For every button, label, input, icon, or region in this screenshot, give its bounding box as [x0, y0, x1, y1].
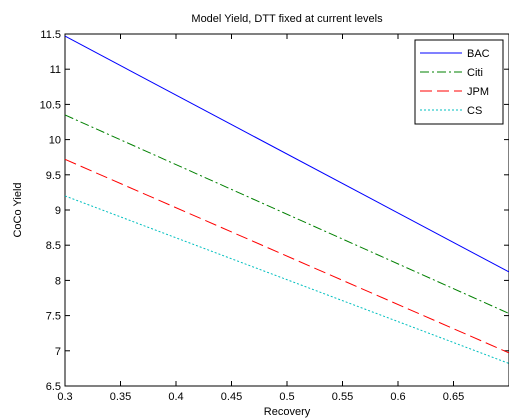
y-tick-label: 8.5: [46, 240, 61, 252]
y-tick-label: 11.5: [40, 29, 61, 41]
legend-label-jpm: JPM: [467, 86, 489, 98]
y-tick-label: 6.5: [46, 381, 61, 393]
series-line-bac: [64, 35, 509, 273]
series-line-jpm: [64, 158, 509, 354]
series-lines: [64, 35, 509, 364]
chart-title: Model Yield, DTT fixed at current levels: [191, 13, 383, 25]
x-tick-label: 0.55: [332, 391, 353, 403]
series-line-cs: [64, 195, 509, 364]
y-tick-label: 11: [50, 64, 61, 76]
axis-ticks: 0.3 0.35 0.4 0.45 0.5 0.55 0.6 0.65 6.5 7 7.5 8 8.5 9…: [40, 29, 509, 403]
series-line-citi: [64, 114, 509, 314]
legend: BAC Citi JPM CS: [414, 39, 504, 125]
y-tick-label: 10.5: [40, 99, 61, 111]
y-axis-label: CoCo Yield: [12, 182, 24, 237]
y-tick-label: 9: [55, 205, 61, 217]
legend-label-cs: CS: [467, 105, 482, 117]
y-tick-label: 7: [55, 346, 61, 358]
y-tick-label: 10: [49, 135, 61, 147]
x-axis-label: Recovery: [264, 406, 311, 418]
y-tick-label: 8: [55, 275, 61, 287]
x-tick-label: 0.4: [168, 391, 183, 403]
legend-label-citi: Citi: [467, 67, 483, 79]
x-tick-label: 0.65: [443, 391, 464, 403]
y-tick-label: 7.5: [46, 311, 61, 323]
x-tick-label: 0.45: [221, 391, 242, 403]
legend-label-bac: BAC: [467, 48, 490, 60]
x-tick-label: 0.3: [57, 391, 72, 403]
y-tick-label: 9.5: [46, 170, 61, 182]
x-tick-label: 0.5: [279, 391, 294, 403]
x-tick-label: 0.6: [390, 391, 405, 403]
x-tick-label: 0.35: [110, 391, 131, 403]
